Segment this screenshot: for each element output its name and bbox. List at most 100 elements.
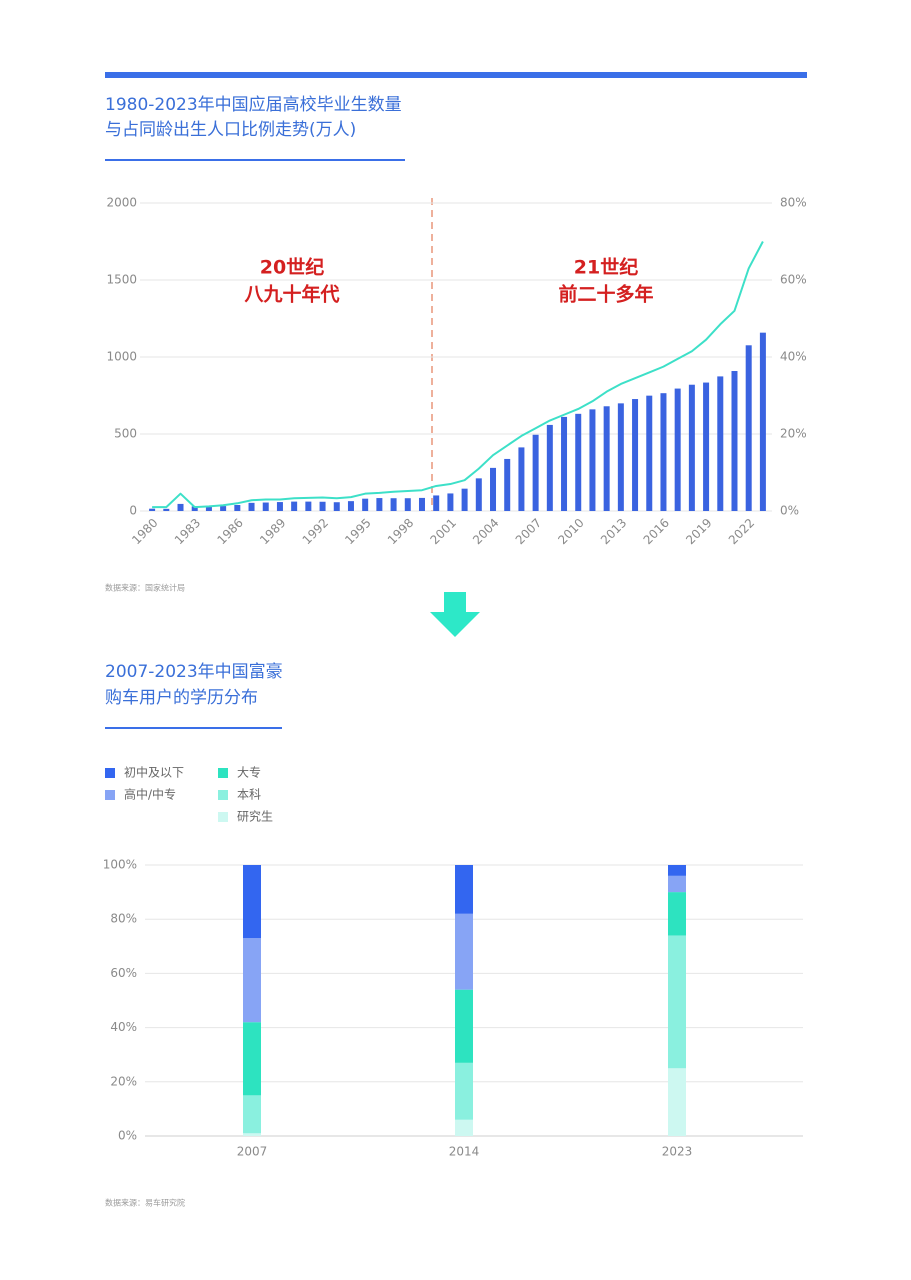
source-note: 数据来源：国家统计局 (105, 583, 185, 593)
bar-segment (668, 892, 686, 936)
bar (646, 395, 653, 511)
bar-segment (455, 865, 473, 914)
legend-swatch (218, 790, 228, 800)
bar-segment (455, 913, 473, 990)
bar (504, 458, 511, 511)
bar (745, 345, 752, 511)
chart-title: 1980-2023年中国应届高校毕业生数量 (105, 95, 402, 115)
annotation: 21世纪 (574, 256, 638, 279)
x-tick-label: 1989 (257, 516, 288, 547)
bar (603, 406, 610, 511)
bar (490, 467, 497, 511)
bar (731, 371, 738, 511)
bar (617, 403, 624, 511)
bar (305, 501, 312, 511)
annotation: 八九十年代 (244, 283, 339, 306)
bar-segment (668, 875, 686, 893)
chart-title: 与占同龄出生人口比例走势(万人) (105, 120, 356, 140)
bar-segment (668, 1068, 686, 1136)
legend-label: 高中/中专 (124, 787, 176, 802)
bar (234, 504, 241, 511)
bar (759, 332, 766, 511)
bar (418, 497, 425, 511)
x-tick-label: 2010 (555, 516, 586, 547)
legend-label: 本科 (237, 788, 261, 802)
y2-tick-label: 20% (780, 427, 807, 441)
legend-swatch (218, 812, 228, 822)
bar-segment (243, 1133, 261, 1136)
y2-tick-label: 60% (780, 273, 807, 287)
bar (319, 501, 326, 511)
x-tick-label: 2023 (662, 1145, 693, 1159)
x-tick-label: 2007 (237, 1145, 268, 1159)
bar (291, 501, 298, 511)
bar (333, 502, 340, 511)
x-tick-label: 1986 (214, 516, 245, 547)
legend-label: 大专 (237, 765, 261, 780)
bar (205, 506, 212, 511)
bar (717, 376, 724, 511)
bar (518, 447, 525, 511)
y-tick-label: 0 (129, 504, 137, 518)
y2-tick-label: 80% (780, 196, 807, 210)
chart-title: 2007-2023年中国富豪 (105, 661, 283, 682)
bar (546, 424, 553, 511)
bar (575, 413, 582, 511)
y-tick-label: 100% (103, 858, 137, 872)
x-tick-label: 1983 (172, 516, 203, 547)
legend-swatch (218, 768, 228, 778)
x-tick-label: 2007 (513, 516, 544, 547)
bar-segment (455, 989, 473, 1063)
bar (248, 502, 255, 511)
bar-segment (455, 1119, 473, 1136)
x-tick-label: 1992 (300, 516, 331, 547)
chart-title: 购车用户的学历分布 (105, 688, 258, 708)
bar (149, 508, 156, 511)
bar (262, 502, 269, 511)
bar (532, 434, 539, 511)
legend-swatch (105, 790, 115, 800)
bar (688, 384, 695, 511)
bar (632, 399, 639, 511)
y-tick-label: 0% (118, 1129, 137, 1143)
bar (177, 503, 184, 511)
x-tick-label: 2013 (598, 516, 629, 547)
bar (191, 506, 198, 511)
x-tick-label: 2022 (726, 516, 757, 547)
bar-segment (243, 1022, 261, 1096)
y-tick-label: 2000 (106, 196, 137, 210)
legend-swatch (105, 768, 115, 778)
bar (561, 416, 568, 511)
bar (703, 382, 710, 511)
bar-segment (668, 935, 686, 1069)
y-tick-label: 1000 (106, 350, 137, 364)
bar (276, 502, 283, 511)
y-tick-label: 20% (110, 1074, 137, 1088)
x-tick-label: 2004 (470, 516, 501, 547)
bar-segment (668, 865, 686, 876)
legend-label: 初中及以下 (124, 765, 184, 780)
bar (447, 493, 454, 511)
bar (220, 506, 227, 511)
bar-segment (455, 1062, 473, 1120)
y2-tick-label: 0% (780, 504, 799, 518)
annotation: 前二十多年 (558, 283, 653, 306)
x-tick-label: 2001 (427, 516, 458, 547)
x-tick-label: 2019 (683, 516, 714, 547)
x-tick-label: 2016 (641, 516, 672, 547)
bar (461, 488, 468, 511)
bar (404, 498, 411, 511)
x-tick-label: 1998 (385, 516, 416, 547)
bar (376, 498, 383, 511)
y-tick-label: 40% (110, 1020, 137, 1034)
x-tick-label: 2014 (449, 1145, 480, 1159)
x-tick-label: 1995 (342, 516, 373, 547)
top-bar (105, 72, 807, 78)
bar-segment (243, 938, 261, 1023)
y-tick-label: 500 (114, 427, 137, 441)
arrow-down (430, 592, 480, 637)
y-tick-label: 60% (110, 966, 137, 980)
bar (475, 478, 482, 511)
bar (589, 409, 596, 511)
